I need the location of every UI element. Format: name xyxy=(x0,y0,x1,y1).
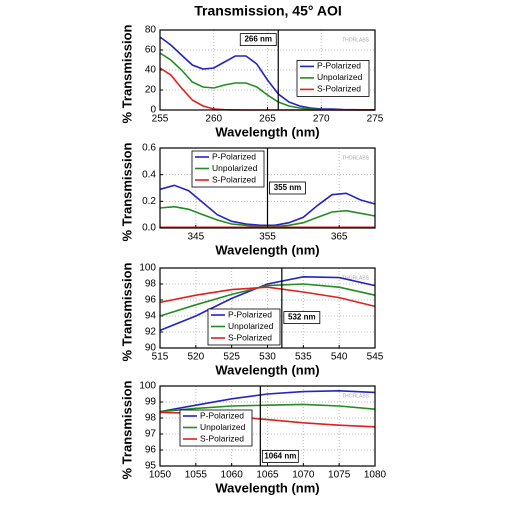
x-tick-label: 535 xyxy=(295,352,312,363)
marker-label: 532 nm xyxy=(288,313,316,322)
y-tick-label: 96 xyxy=(145,445,157,456)
legend-label: P-Polarized xyxy=(317,61,361,71)
marker-label-box xyxy=(283,311,321,325)
watermark: THORLABS xyxy=(342,275,370,281)
y-tick-label: 95 xyxy=(145,461,157,472)
legend-label: P-Polarized xyxy=(200,410,244,420)
y-tick-label: 98 xyxy=(145,279,157,290)
watermark: THORLABS xyxy=(342,37,370,43)
x-tick-label: 530 xyxy=(259,352,276,363)
legend-label: S-Polarized xyxy=(317,84,361,94)
x-axis-label: Wavelength (nm) xyxy=(215,124,319,139)
y-tick-label: 0.4 xyxy=(142,169,156,180)
x-tick-label: 255 xyxy=(152,114,169,125)
watermark: THORLABS xyxy=(342,155,370,161)
figure-title: Transmission, 45° AOI xyxy=(194,3,341,19)
x-tick-label: 1075 xyxy=(328,470,351,481)
x-tick-label: 1050 xyxy=(149,470,172,481)
y-tick-label: 96 xyxy=(145,295,157,306)
y-axis-label: % Transmission xyxy=(119,262,134,361)
legend-label: S-Polarized xyxy=(228,332,272,342)
x-tick-label: 520 xyxy=(187,352,204,363)
x-tick-label: 355 xyxy=(259,232,276,243)
legend-label: Unpolarized xyxy=(317,72,363,82)
x-tick-label: 365 xyxy=(331,232,348,243)
x-tick-label: 345 xyxy=(187,232,204,243)
x-tick-label: 515 xyxy=(152,352,169,363)
marker-label-box xyxy=(261,449,299,463)
plot-frame xyxy=(159,267,376,349)
x-tick-label: 1070 xyxy=(292,470,315,481)
y-tick-label: 60 xyxy=(145,45,157,56)
y-tick-label: 80 xyxy=(145,25,157,36)
x-tick-label: 270 xyxy=(313,114,330,125)
x-tick-label: 1060 xyxy=(221,470,244,481)
y-tick-label: 92 xyxy=(145,327,157,338)
x-axis-label: Wavelength (nm) xyxy=(215,362,319,377)
x-tick-label: 1065 xyxy=(256,470,279,481)
series-line xyxy=(159,275,376,332)
y-tick-label: 0 xyxy=(150,105,156,116)
x-tick-label: 260 xyxy=(205,114,222,125)
y-tick-label: 97 xyxy=(145,429,157,440)
y-axis-label: % Transmission xyxy=(119,24,134,123)
y-tick-label: 40 xyxy=(145,65,157,76)
y-tick-label: 99 xyxy=(145,397,157,408)
y-tick-label: 100 xyxy=(139,381,156,392)
y-tick-label: 94 xyxy=(145,311,157,322)
plot-frame xyxy=(159,147,376,229)
series-line xyxy=(159,403,376,413)
x-tick-label: 1080 xyxy=(364,470,387,481)
legend-label: P-Polarized xyxy=(212,151,256,161)
y-tick-label: 0.0 xyxy=(142,223,156,234)
x-tick-label: 525 xyxy=(223,352,240,363)
y-tick-label: 98 xyxy=(145,413,157,424)
series-line xyxy=(159,389,376,413)
marker-label: 355 nm xyxy=(274,183,302,192)
marker-label-box xyxy=(269,181,306,195)
series-line xyxy=(159,286,376,308)
legend-label: Unpolarized xyxy=(228,321,274,331)
y-axis-label: % Transmission xyxy=(119,142,134,241)
x-axis-label: Wavelength (nm) xyxy=(215,242,319,257)
x-tick-label: 545 xyxy=(367,352,384,363)
legend-label: Unpolarized xyxy=(200,422,246,432)
marker-label-box xyxy=(239,33,277,46)
y-tick-label: 20 xyxy=(145,85,157,96)
plot-frame xyxy=(159,29,376,111)
x-axis-label: Wavelength (nm) xyxy=(215,480,319,495)
x-tick-label: 540 xyxy=(331,352,348,363)
x-tick-label: 275 xyxy=(367,114,384,125)
legend-label: P-Polarized xyxy=(228,309,272,319)
marker-label: 266 nm xyxy=(244,35,272,44)
y-tick-label: 100 xyxy=(139,263,156,274)
series-line xyxy=(159,283,376,317)
x-tick-label: 1055 xyxy=(185,470,208,481)
y-axis-label: % Transmission xyxy=(119,380,134,479)
plot-frame xyxy=(159,385,376,467)
y-tick-label: 0.2 xyxy=(142,196,156,207)
y-tick-label: 0.6 xyxy=(142,143,156,154)
marker-label: 1064 nm xyxy=(264,452,296,461)
y-tick-label: 90 xyxy=(145,343,157,354)
legend-label: S-Polarized xyxy=(212,174,256,184)
legend-label: Unpolarized xyxy=(212,163,258,173)
watermark: THORLABS xyxy=(342,393,370,399)
legend-label: S-Polarized xyxy=(200,433,244,443)
x-tick-label: 265 xyxy=(259,114,276,125)
